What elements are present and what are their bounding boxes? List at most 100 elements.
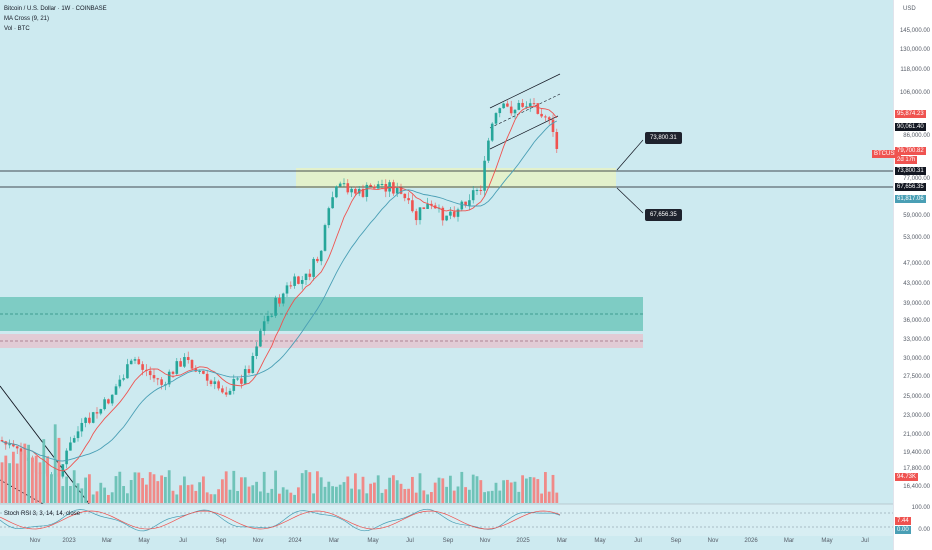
candle-body	[521, 102, 524, 107]
price-tag: BTCUSD	[872, 150, 901, 158]
volume-bar	[300, 473, 304, 503]
ma-indicator-label[interactable]: MA Cross (9, 21)	[4, 16, 50, 22]
candle-body	[297, 276, 300, 284]
volume-bar	[164, 476, 167, 503]
volume-bar	[532, 477, 536, 503]
price-axis[interactable]: 145,000.00 130,000.00 118,000.00 106,000.00…	[872, 0, 932, 550]
candle-body	[114, 386, 118, 395]
candle-body	[15, 446, 19, 449]
candle-body	[141, 364, 144, 370]
time-axis[interactable]: Nov 2023 Mar May Jul Sep Nov 2024 Mar May Jul Sep No…	[0, 536, 893, 550]
volume-bar	[266, 492, 270, 503]
price-tag: 73,800.31	[895, 167, 926, 175]
price-chart[interactable]	[0, 0, 893, 550]
volume-bar	[361, 476, 365, 503]
candle-body	[91, 412, 95, 423]
volume-bar	[76, 483, 80, 503]
volume-bar	[388, 477, 391, 503]
price-tick: 53,000.00	[903, 235, 930, 241]
volume-bar	[31, 457, 34, 503]
volume-bar	[91, 494, 95, 503]
volume-bar	[274, 470, 277, 503]
volume-bar	[498, 490, 502, 503]
candle-body	[202, 370, 205, 374]
time-tick: Nov	[707, 538, 719, 544]
candle-body	[384, 184, 388, 192]
price-tick: 59,000.00	[903, 213, 930, 219]
price-callout[interactable]: 67,656.35	[645, 209, 682, 221]
candle-body	[255, 346, 258, 356]
stoch-rsi-label[interactable]: Stoch RSI 3, 3, 14, 14, close	[4, 511, 81, 517]
candles-group	[0, 97, 559, 482]
volume-bar	[213, 494, 217, 503]
callout-arrow-lower	[616, 187, 644, 214]
candle-body	[240, 378, 243, 384]
candle-body	[354, 188, 357, 194]
candle-body	[471, 190, 475, 201]
chart-legend: Bitcoin / U.S. Dollar · 1W · COINBASE MA…	[4, 4, 107, 34]
volume-bar	[433, 482, 437, 503]
volume-bar	[53, 424, 57, 503]
price-tick: 86,000.00	[903, 133, 930, 139]
volume-bar	[525, 478, 528, 503]
price-tick: 21,000.00	[903, 432, 930, 438]
volume-bar	[521, 475, 524, 503]
volume-bar	[175, 494, 179, 503]
candle-body	[506, 103, 509, 107]
time-tick: Jul	[861, 538, 869, 544]
candle-body	[403, 193, 407, 199]
candle-body	[12, 444, 15, 447]
ma-fast-line	[1, 105, 558, 472]
volume-bar	[319, 477, 323, 503]
price-tag: 0.00	[895, 526, 911, 534]
candle-body	[129, 360, 133, 365]
volume-bar	[156, 481, 160, 503]
candle-body	[103, 399, 106, 410]
volume-bar	[38, 462, 42, 503]
price-tag: 2d 17h	[895, 156, 918, 164]
candle-body	[380, 184, 384, 186]
resistance-zone-upper	[296, 168, 616, 188]
candle-body	[110, 394, 114, 404]
candle-body	[327, 208, 331, 226]
volume-bar	[293, 494, 296, 503]
candle-body	[475, 190, 479, 192]
volume-bar	[479, 480, 483, 503]
candle-body	[152, 375, 156, 379]
candle-body	[186, 357, 190, 361]
price-callout[interactable]: 73,800.31	[645, 132, 682, 144]
chart-canvas[interactable]: Bitcoin / U.S. Dollar · 1W · COINBASE MA…	[0, 0, 893, 550]
volume-bar	[369, 483, 372, 503]
volume-bar	[12, 451, 15, 503]
candle-body	[498, 108, 502, 114]
candle-body	[190, 360, 194, 369]
volume-bar	[259, 491, 262, 503]
volume-indicator-label[interactable]: Vol · BTC	[4, 26, 30, 32]
candle-body	[350, 188, 353, 193]
wedge-upper-line	[489, 73, 561, 109]
volume-bar	[346, 476, 350, 503]
volume-bar	[247, 486, 251, 503]
candle-body	[262, 321, 266, 331]
candle-body	[308, 273, 312, 277]
volume-bar	[137, 472, 141, 503]
volume-bar	[373, 482, 376, 503]
symbol-title[interactable]: Bitcoin / U.S. Dollar · 1W · COINBASE	[4, 6, 107, 12]
volume-bar	[27, 444, 30, 503]
candle-body	[259, 330, 262, 347]
volume-bar	[224, 471, 228, 503]
time-tick: May	[821, 538, 833, 544]
volume-bar	[509, 482, 513, 503]
candle-body	[221, 388, 224, 393]
volume-bar	[384, 489, 388, 503]
volume-bar	[471, 474, 475, 503]
volume-bar	[441, 478, 445, 503]
time-tick: Mar	[328, 538, 340, 544]
volume-bar	[171, 490, 175, 503]
time-tick: Sep	[215, 538, 227, 544]
volume-bar	[194, 490, 198, 503]
candle-body	[426, 203, 429, 209]
candle-body	[544, 116, 547, 118]
currency-label[interactable]: USD	[903, 6, 916, 12]
volume-bar	[449, 475, 452, 503]
